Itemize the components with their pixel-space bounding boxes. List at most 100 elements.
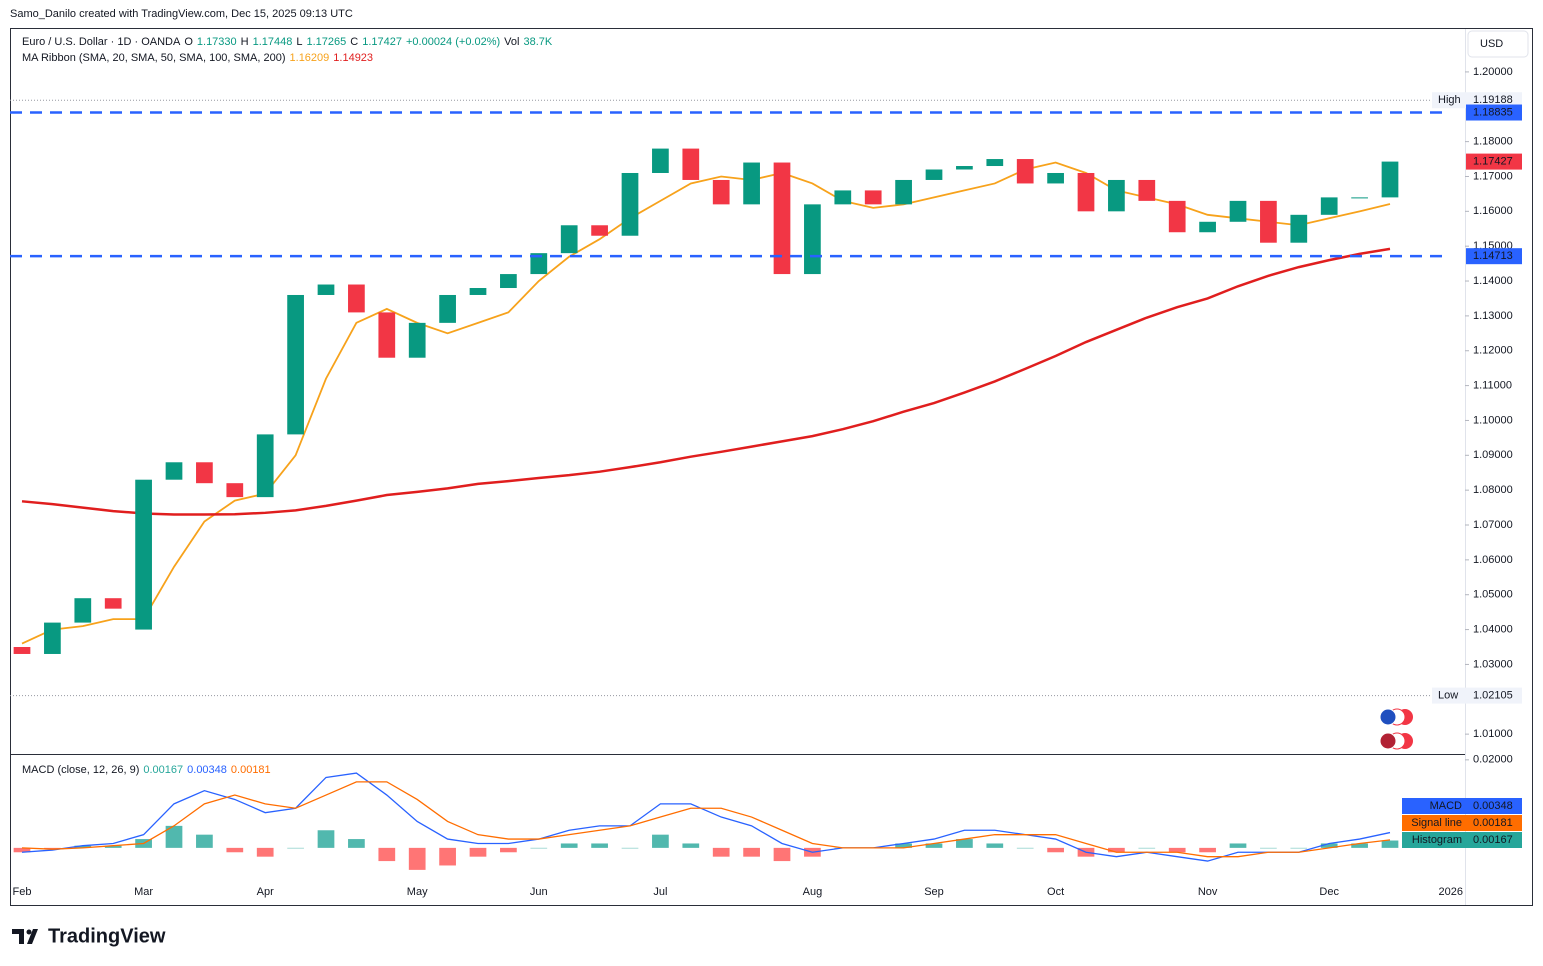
histogram-bar (378, 847, 396, 862)
ohlc-value: 1.17448 (253, 36, 293, 48)
histogram-bar (44, 847, 61, 849)
histogram-bar (469, 847, 487, 857)
histogram-bar (1108, 847, 1125, 853)
candle-body (682, 148, 700, 180)
x-tick-label: Jun (530, 886, 548, 898)
candle-body (591, 225, 608, 236)
histogram-bar (287, 847, 304, 849)
series-tag (1402, 798, 1522, 814)
series-tag (1402, 815, 1522, 831)
series-name: Histogram (1412, 834, 1462, 846)
candle-body (1381, 161, 1399, 198)
series-name: MACD (1430, 800, 1462, 812)
level-value: 1.14713 (1473, 250, 1513, 262)
candle-body (44, 622, 61, 654)
candle-body (439, 294, 456, 323)
histogram-bar (956, 839, 973, 848)
y-tick-label: 1.10000 (1473, 414, 1513, 426)
indicator-title: MA Ribbon (SMA, 20, SMA, 50, SMA, 100, S… (22, 52, 286, 64)
flag-icon (1379, 708, 1397, 726)
histogram-bar (1016, 847, 1034, 849)
histogram-bar (591, 843, 608, 848)
candle-body (408, 322, 426, 358)
change: +0.00024 (+0.02%) (406, 36, 500, 48)
histogram-bar (682, 843, 700, 848)
candle-body (1320, 197, 1338, 215)
series-value: 0.00348 (1473, 800, 1513, 812)
y-tick-label: 1.05000 (1473, 589, 1513, 601)
last-price-tag (1466, 153, 1522, 170)
flag-icon (1379, 732, 1397, 750)
histogram-bar (712, 847, 730, 857)
volume-key: Vol (504, 36, 519, 48)
histogram-bar (226, 847, 244, 853)
ohlc-key: H (241, 36, 249, 48)
ohlc-value: 1.17265 (307, 36, 347, 48)
histogram-bar (165, 825, 183, 848)
low-value: 1.02105 (1473, 690, 1513, 702)
currency-button[interactable] (1467, 30, 1529, 58)
legend-line: Euro / U.S. Dollar · 1D · OANDA O 1.17330 H… (22, 36, 553, 48)
x-tick-label: 2026 (1439, 886, 1463, 898)
candle-body (560, 225, 578, 254)
histogram-bar (1381, 840, 1399, 848)
legend-line: MACD (close, 12, 26, 9) 0.00167 0.00348 0.0… (22, 764, 271, 776)
candle-body (226, 483, 244, 498)
candle-body (925, 169, 943, 180)
histogram-bar (196, 834, 213, 848)
y-tick-label: 1.03000 (1473, 658, 1513, 670)
y-tick-label: 1.11000 (1473, 380, 1512, 392)
histogram-bar (256, 847, 274, 857)
histogram-bar (621, 847, 639, 849)
candle-body (135, 479, 152, 630)
series-value: 0.00181 (1473, 817, 1513, 829)
symbol: Euro / U.S. Dollar · 1D · OANDA (22, 36, 181, 48)
x-tick-label: Jul (653, 886, 667, 898)
candle-body (256, 434, 274, 498)
candle-body (13, 646, 31, 654)
candle-body (1199, 221, 1216, 233)
ohlc-key: O (184, 36, 193, 48)
high-tag (1432, 92, 1522, 109)
candle-body (317, 284, 335, 295)
candle-body (712, 179, 730, 205)
candle-body (1351, 197, 1368, 199)
candle-body (348, 284, 365, 313)
y-tick-label: 1.17000 (1473, 170, 1513, 182)
x-tick-label: Oct (1047, 886, 1064, 898)
flags (1379, 708, 1413, 750)
histogram-bar (74, 845, 92, 848)
y-tick-label: 1.16000 (1473, 205, 1513, 217)
ma-line (21, 247, 1391, 516)
x-tick-label: Nov (1198, 886, 1218, 898)
level-tag (1466, 248, 1522, 265)
y-tick-label: 1.06000 (1473, 554, 1513, 566)
low-tag (1432, 687, 1522, 704)
low-label: Low (1438, 690, 1458, 702)
y-tick-label: 1.01000 (1473, 728, 1513, 740)
candle-body (986, 159, 1004, 167)
candle-body (378, 312, 396, 358)
histogram-bar (1351, 843, 1368, 848)
candle-body (652, 148, 669, 173)
histogram-bar (925, 843, 943, 848)
histogram-bar (1138, 847, 1156, 849)
ma-value: 1.16209 (290, 52, 330, 64)
histogram-bar (560, 843, 578, 848)
x-tick-label: Apr (257, 886, 274, 898)
candle-body (895, 179, 912, 205)
histogram-bar (1260, 847, 1277, 849)
histogram-bar (895, 843, 912, 848)
high-value: 1.19188 (1473, 94, 1513, 106)
level-tag (1466, 104, 1522, 121)
series-tag (1402, 832, 1522, 848)
y-tick-label: 1.20000 (1473, 66, 1513, 78)
histogram-bar (1290, 847, 1308, 849)
candle-body (1108, 179, 1125, 212)
candle-body (773, 162, 791, 275)
candle-body (1077, 172, 1095, 212)
macd-line (21, 781, 1391, 858)
ma-value: 1.14923 (333, 52, 373, 64)
y-tick-label: 1.08000 (1473, 484, 1513, 496)
x-tick-label: Aug (803, 886, 823, 898)
